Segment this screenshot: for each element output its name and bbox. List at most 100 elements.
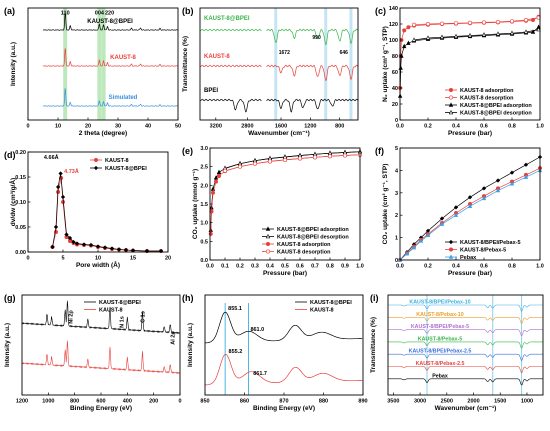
panel-4-xtick-label: 0.5: [281, 264, 289, 270]
panel-4-xtick-label: 0.8: [326, 264, 334, 270]
panel-4-ytick-label: 2.0: [200, 183, 208, 189]
annotation: 646: [340, 50, 349, 56]
panel-h-ylabel: Intensity (a.u.): [187, 323, 194, 367]
panel-2-xtick-label: 0.0: [396, 124, 404, 130]
ftir-series-line: [199, 64, 262, 68]
panel-3-ytick-label: 0.05: [15, 225, 26, 231]
panel-g-ylabel: Intensity (a.u.): [4, 323, 11, 367]
panel-5-ytick-label: 0: [395, 258, 398, 264]
data-point: [481, 186, 487, 191]
panel-5-ylabel: CO₂ uptake (cm³ g⁻¹, STP): [382, 164, 389, 245]
panel-b-ylabel: Transmittance (%): [182, 36, 189, 92]
panel-2-tag: (c): [375, 6, 386, 16]
highlight-band: [349, 8, 353, 120]
legend-item-marker: [265, 242, 270, 247]
data-point: [223, 168, 228, 173]
legend-item-text: KAUST-8@BPEI desorption: [460, 111, 532, 117]
legend-item-text: KAUST-8/BPEI/Pebax-5: [460, 240, 521, 246]
panel-5: (f) 0.0 0.2 0.4 0.6 0.8 1.0 0 1 2 3 4 5 Pressure (bar…: [375, 146, 544, 277]
data-point: [495, 178, 501, 183]
legend-item-marker: [448, 102, 454, 107]
legend-item-marker: [448, 88, 453, 93]
data-point: [481, 32, 487, 37]
series-label: Simulated: [109, 95, 138, 101]
panel-5-ytick-label: 5: [395, 146, 398, 152]
ftir-series-line: [388, 366, 543, 374]
legend-item-text: KAUST-8 adsorption: [277, 242, 331, 248]
panel-4-xtick-label: 0.9: [341, 264, 349, 270]
annotation: C 1s: [140, 311, 146, 323]
legend-item-marker: [265, 226, 271, 231]
peak-label: 220: [105, 11, 114, 17]
panel-4: (e) 0.0 0.1 0.2 0.3 0.4 0.5 0.6 0.7 0.8 0.9 1.0 0.0 0…: [182, 146, 364, 277]
ftir-series-line: [266, 98, 359, 113]
legend-item-marker: [448, 109, 454, 115]
panel-g-tag: (g): [4, 293, 16, 303]
data-point: [58, 171, 63, 176]
panel-3-ytick-label: 0.15: [15, 175, 26, 181]
panel-a-xtick-label: 40: [145, 124, 151, 130]
panel-5-xtick-label: 0.2: [424, 264, 432, 270]
panel-3-ytick-label: 0.10: [15, 200, 26, 206]
panel-5-ytick-label: 4: [395, 168, 399, 174]
series-label: KAUST-8: [110, 55, 136, 61]
panel-i-xtick-label: 2500: [441, 399, 453, 405]
panel-5-xtick-label: 0.0: [396, 264, 404, 270]
series-label: BPEI: [204, 88, 218, 94]
panel-i-xtick-label: 3500: [387, 399, 399, 405]
panel-2-ytick-label: 20: [392, 102, 398, 108]
panel-i-ylabel: Transmittance (%): [370, 317, 377, 373]
series-label: KAUST-8/BPEI/Pebax-2.5: [409, 349, 472, 355]
series-label: KAUST-8: [204, 54, 230, 60]
data-point: [523, 162, 529, 167]
panel-5-xlabel: Pressure (bar): [448, 270, 492, 277]
legend-item-text: KAUST-8: [310, 308, 334, 314]
data-point: [217, 174, 222, 179]
data-point: [425, 232, 431, 238]
panel-2-ytick-label: 100: [389, 38, 398, 44]
data-point: [267, 159, 272, 164]
highlight-band: [324, 8, 328, 120]
ftir-series-line: [199, 98, 262, 113]
data-point: [439, 34, 445, 39]
panel-b-frame: [199, 7, 359, 121]
panel-i-xtick-label: 2000: [467, 399, 479, 405]
panel-4-xtick-label: 0.2: [236, 264, 244, 270]
data-point: [523, 17, 528, 22]
data-point: [467, 203, 473, 208]
panel-a-ylabel: Intensity (a.u.): [10, 42, 17, 86]
panel-2-xtick-label: 0.2: [424, 124, 432, 130]
data-point: [214, 179, 219, 184]
panel-a-xtick-label: 10: [55, 124, 61, 130]
panel-3: (d) 0 5 10 15 20 0.00 0.05 0.10 0.15 0.20 Pore widt…: [4, 150, 171, 269]
data-point: [55, 184, 61, 190]
data-point: [60, 200, 65, 205]
panel-i-xlabel: Wavenumber (cm⁻¹): [435, 405, 497, 412]
legend-item-marker: [448, 254, 454, 259]
data-point: [116, 247, 122, 252]
panel-2: (c) 0.0 0.2 0.4 0.6 0.8 1.0 0 20 40 60 80 100 120 140 P…: [375, 6, 544, 137]
panel-h-tag: (h): [182, 293, 194, 303]
panel-2-xtick-label: 1.0: [536, 124, 544, 130]
legend-item-marker: [265, 233, 271, 239]
data-point: [312, 155, 317, 160]
panel-2-ytick-label: 80: [392, 54, 398, 60]
data-point: [50, 244, 55, 250]
panel-3-xtick-label: 15: [130, 256, 136, 262]
xps-series-line: [21, 300, 181, 335]
data-point: [213, 175, 219, 180]
panel-3-xtick-label: 0: [26, 256, 29, 262]
panel-b-tag: (b): [182, 6, 194, 16]
ftir-series-line: [388, 378, 543, 386]
panel-a-xlabel: 2 theta (degree): [79, 130, 127, 137]
data-point: [536, 26, 541, 32]
data-point: [402, 28, 407, 33]
panel-b-xtick-label: 800: [335, 124, 344, 130]
annotation: Al 2p: [170, 331, 176, 345]
panel-b-xtick-label: 1600: [275, 124, 287, 130]
data-point: [406, 25, 411, 30]
highlight-band: [63, 8, 68, 120]
panel-4-xtick-label: 0.6: [296, 264, 304, 270]
data-point: [297, 156, 302, 161]
series-label: KAUST-8/Pebax-5: [418, 336, 463, 342]
